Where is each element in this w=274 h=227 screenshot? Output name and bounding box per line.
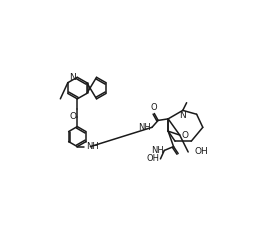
Text: NH: NH [138,123,151,132]
Text: OH: OH [194,148,208,156]
Text: O: O [181,131,188,140]
Text: N: N [179,111,186,120]
Text: OH: OH [147,154,160,163]
Text: NH: NH [151,146,164,155]
Text: NH: NH [87,142,99,151]
Text: N: N [69,73,76,82]
Text: O: O [151,103,158,112]
Text: O: O [70,112,76,121]
